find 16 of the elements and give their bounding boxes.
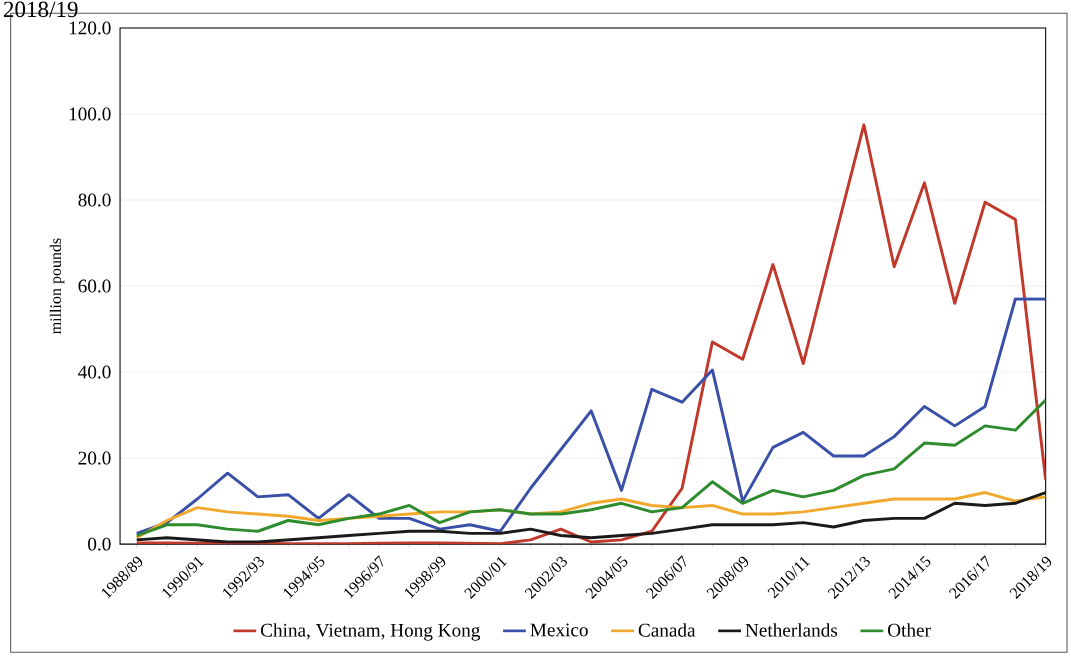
line-series — [135, 297, 1046, 535]
legend-label: Canada — [638, 623, 696, 637]
y-tick-label: 0.0 — [88, 537, 111, 551]
y-tick-label: 120.0 — [69, 21, 111, 35]
legend-label: Netherlands — [745, 623, 838, 637]
legend-label: Mexico — [530, 623, 588, 637]
line-series — [135, 398, 1046, 537]
y-tick-label: 60.0 — [78, 279, 111, 293]
legend-label: China, Vietnam, Hong Kong — [260, 623, 481, 641]
y-tick-label: 80.0 — [78, 193, 111, 207]
legend-label: Other — [888, 623, 931, 637]
y-tick-label: 40.0 — [78, 365, 111, 379]
chart-title: 2018/19 — [3, 1, 78, 18]
y-tick-label: 20.0 — [78, 451, 111, 465]
y-tick-label: 100.0 — [69, 107, 111, 121]
y-axis-title: million pounds — [49, 238, 65, 334]
